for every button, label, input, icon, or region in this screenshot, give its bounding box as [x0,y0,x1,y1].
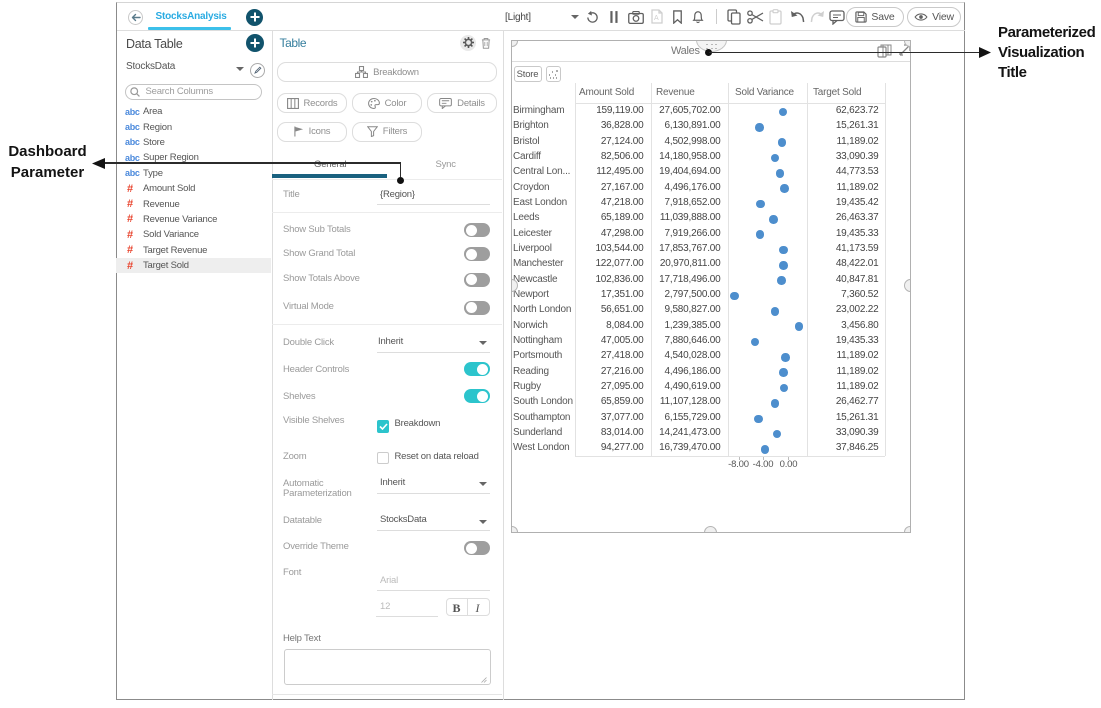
svg-text:A: A [654,15,659,22]
